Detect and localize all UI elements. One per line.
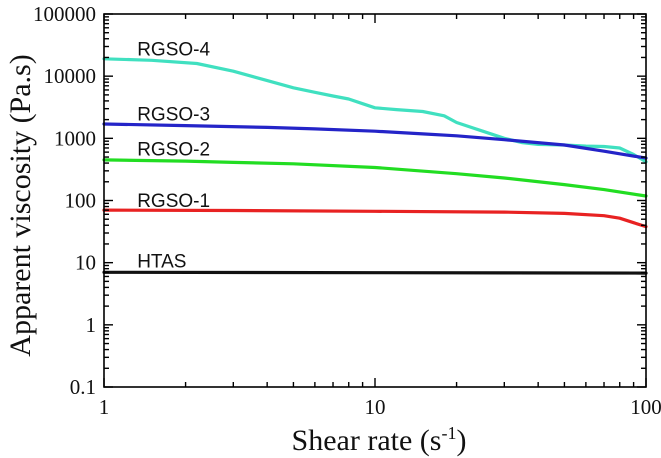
x-tick-label-1: 1 (99, 395, 110, 419)
y-tick-label-1: 1 (86, 313, 97, 337)
x-axis-title-main: Shear rate (s (292, 424, 442, 457)
series-label-rgso-3: RGSO-3 (137, 105, 210, 126)
series-label-rgso-1: RGSO-1 (137, 191, 210, 212)
y-tick-label-0-1: 0.1 (70, 375, 96, 399)
x-axis-title-superscript: -1 (441, 423, 456, 443)
series-line-rgso-3 (102, 122, 648, 160)
series-line-htas (102, 270, 648, 275)
x-tick-label-10: 10 (365, 395, 386, 419)
series-label-rgso-2: RGSO-2 (137, 139, 210, 160)
series-line-rgso-4 (102, 57, 648, 164)
series-layer (102, 57, 648, 275)
y-tick-label-10000: 10000 (44, 64, 97, 88)
series-line-rgso-1 (102, 208, 648, 229)
series-label-htas: HTAS (137, 252, 186, 273)
y-tick-label-100: 100 (65, 189, 97, 213)
series-line-rgso-2 (102, 158, 648, 198)
x-axis-title-close: ) (456, 424, 466, 457)
y-axis-title: Apparent viscosity (Pa.s) (4, 54, 37, 356)
tick-layer (103, 13, 647, 388)
y-tick-label-10: 10 (75, 251, 96, 275)
x-tick-label-100: 100 (630, 395, 661, 419)
x-axis-title: Shear rate (s-1) (292, 423, 467, 457)
y-tick-label-1000: 1000 (54, 126, 96, 150)
y-tick-label-100000: 100000 (33, 2, 96, 26)
series-label-rgso-4: RGSO-4 (137, 39, 210, 60)
